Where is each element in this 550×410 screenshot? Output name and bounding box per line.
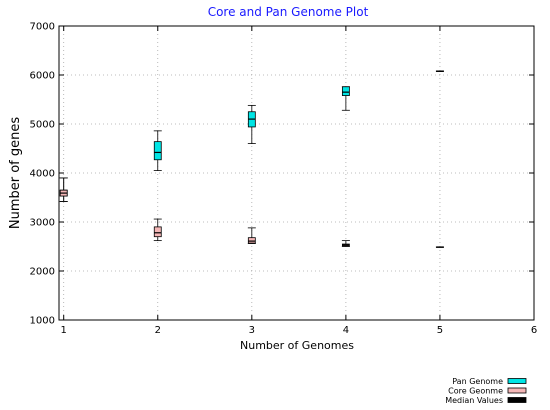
pan-genome-box-x3	[247, 104, 256, 145]
chart-title: Core and Pan Genome Plot	[208, 5, 369, 19]
pan-genome-box-x4	[341, 86, 350, 111]
x-tick-label: 5	[437, 325, 443, 336]
legend-label: Core Geonme	[448, 387, 503, 396]
x-tick-label: 4	[343, 325, 349, 336]
pan-genome-box-x5	[435, 70, 444, 72]
y-tick-label: 4000	[30, 169, 55, 180]
y-tick-label: 3000	[30, 218, 55, 229]
y-tick-label: 6000	[30, 71, 55, 82]
legend-item-core-geonme: Core Geonme	[448, 387, 527, 396]
y-tick-label: 7000	[30, 22, 55, 33]
plot-frame	[58, 25, 535, 321]
legend-swatch	[507, 387, 527, 394]
core-geonme-box-x4	[341, 240, 350, 247]
legend-swatch	[507, 378, 527, 384]
box-plots	[59, 70, 444, 248]
x-tick-label: 2	[155, 325, 161, 336]
y-tick-label: 5000	[30, 120, 55, 131]
y-tick-label: 1000	[30, 316, 55, 327]
x-axis-ticks: 1 2 3 4 5 6	[61, 26, 537, 336]
x-tick-label: 6	[531, 325, 537, 336]
pan-genome-box-x2	[153, 130, 162, 171]
x-tick-label: 1	[61, 325, 67, 336]
core-geonme-box-x5	[435, 246, 444, 248]
box-iqr	[153, 226, 162, 238]
core-geonme-box-x3	[247, 227, 256, 244]
legend-label: Median Values	[445, 396, 503, 405]
legend-swatch	[507, 397, 527, 403]
x-axis-label: Number of Genomes	[240, 339, 354, 352]
box-iqr	[153, 141, 162, 161]
grid-lines	[59, 26, 534, 320]
y-axis-ticks: 1000 2000 3000 4000 5000 6000 7000	[30, 22, 534, 327]
y-axis-label: Number of genes	[8, 117, 23, 230]
box-iqr	[247, 237, 256, 244]
box-iqr	[341, 86, 350, 96]
core-geonme-box-x2	[153, 218, 162, 242]
legend-label: Pan Genome	[452, 377, 503, 386]
y-tick-label: 2000	[30, 267, 55, 278]
core-geonme-box-x1	[59, 177, 68, 202]
x-tick-label: 3	[249, 325, 255, 336]
legend-item-pan-genome: Pan Genome	[452, 377, 527, 386]
legend-item-median-values: Median Values	[445, 396, 527, 405]
